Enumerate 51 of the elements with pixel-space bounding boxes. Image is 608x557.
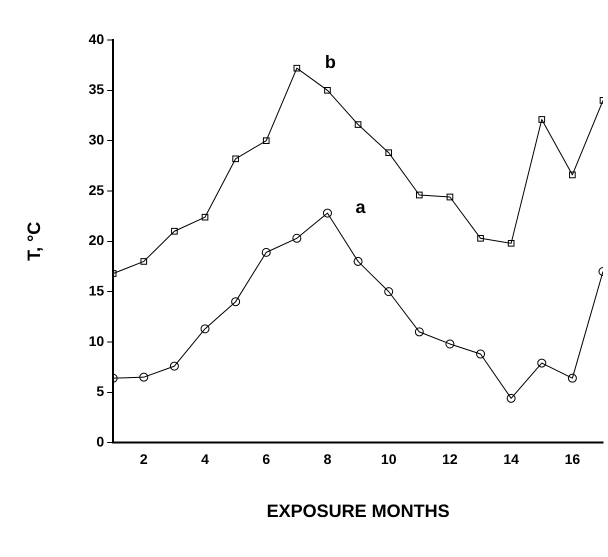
point <box>139 372 148 382</box>
x-tick-label: 16 <box>564 450 580 467</box>
point <box>262 248 271 257</box>
y-tick-label: 40 <box>88 30 104 47</box>
point <box>506 394 516 403</box>
series-label: a <box>355 197 366 218</box>
point <box>170 362 179 371</box>
y-axis-title: T, °C <box>24 222 44 261</box>
point <box>538 116 546 123</box>
point <box>294 64 300 72</box>
y-tick-label: 5 <box>96 383 104 400</box>
point <box>171 228 178 235</box>
point <box>262 137 270 144</box>
point <box>446 194 454 200</box>
point <box>416 192 423 198</box>
point <box>385 149 392 156</box>
x-tick-label: 8 <box>324 450 332 467</box>
y-tick-label: 25 <box>88 182 104 198</box>
x-tick-label: 2 <box>140 450 148 467</box>
series-label: b <box>324 52 336 72</box>
x-tick-label: 10 <box>380 450 397 467</box>
point <box>140 258 148 265</box>
y-tick-label: 15 <box>88 282 104 298</box>
point <box>569 172 576 178</box>
point <box>354 121 362 128</box>
point <box>537 358 546 368</box>
point <box>476 350 486 359</box>
point <box>414 327 424 336</box>
point <box>322 208 332 218</box>
point <box>202 214 208 220</box>
point <box>292 234 302 243</box>
y-tick-label: 10 <box>88 332 104 349</box>
point <box>384 287 394 296</box>
point <box>508 240 514 247</box>
y-tick-label: 30 <box>88 132 104 148</box>
y-tick-label: 20 <box>88 232 104 248</box>
y-tick-label: 0 <box>96 433 104 450</box>
point <box>568 374 577 383</box>
y-tick-label: 35 <box>88 81 104 98</box>
point <box>477 234 484 242</box>
x-tick-label: 12 <box>442 450 458 467</box>
point <box>231 297 240 306</box>
x-tick-label: 4 <box>201 450 210 467</box>
point <box>324 86 331 94</box>
x-tick-label: 6 <box>262 450 270 467</box>
x-axis-title: EXPOSURE MONTHS <box>266 501 450 522</box>
point <box>354 256 363 266</box>
point <box>232 155 239 162</box>
x-tick-label: 14 <box>503 450 520 467</box>
point <box>200 324 210 334</box>
point <box>445 339 454 348</box>
